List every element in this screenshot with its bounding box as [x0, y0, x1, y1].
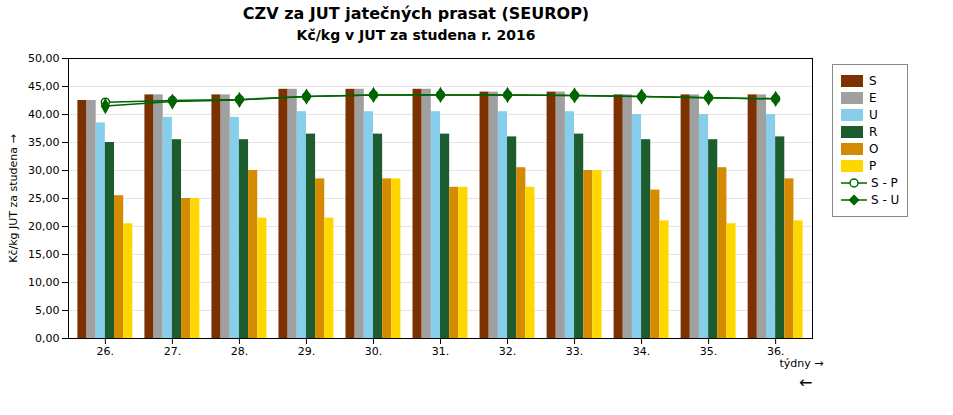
svg-text:10,00: 10,00	[28, 276, 60, 289]
svg-text:30,00: 30,00	[28, 164, 60, 177]
svg-text:32.: 32.	[499, 345, 517, 358]
svg-text:25,00: 25,00	[28, 192, 60, 205]
svg-text:31.: 31.	[432, 345, 450, 358]
svg-text:36.: 36.	[766, 345, 785, 359]
svg-text:←: ←	[799, 373, 812, 392]
html-text:E: E	[869, 91, 877, 105]
svg-text:34.: 34.	[633, 345, 651, 358]
html-text:R: R	[869, 125, 878, 139]
svg-text:týdny →: týdny →	[780, 357, 824, 370]
html-text:Kč/kg v JUT za studena r. 2016: Kč/kg v JUT za studena r. 2016	[296, 27, 536, 43]
svg-text:33.: 33.	[566, 345, 584, 358]
svg-text:30.: 30.	[365, 345, 383, 358]
svg-text:50,00: 50,00	[28, 52, 60, 65]
svg-text:20,00: 20,00	[28, 220, 60, 233]
svg-text:28.: 28.	[231, 345, 249, 358]
svg-text:40,00: 40,00	[28, 108, 60, 121]
svg-text:27.: 27.	[164, 345, 182, 358]
svg-text:26.: 26.	[97, 345, 115, 358]
svg-text:0,00: 0,00	[35, 332, 60, 345]
html-text:P: P	[869, 159, 877, 173]
svg-text:5,00: 5,00	[35, 304, 60, 317]
html-text:S: S	[869, 74, 877, 88]
html-text:S - P: S - P	[871, 176, 898, 190]
svg-text:35.: 35.	[700, 345, 718, 358]
svg-text:29.: 29.	[298, 345, 316, 358]
html-text:U: U	[869, 108, 878, 122]
svg-text:35,00: 35,00	[28, 136, 60, 149]
html-text:O: O	[869, 142, 879, 156]
svg-text:45,00: 45,00	[28, 80, 60, 93]
svg-text:15,00: 15,00	[28, 248, 60, 261]
svg-text:Kč/kg JUT za studena →: Kč/kg JUT za studena →	[7, 134, 20, 263]
html-text:S - U: S - U	[871, 193, 900, 207]
html-text:CZV za JUT jatečných prasat (S: CZV za JUT jatečných prasat (SEUROP)	[242, 4, 590, 23]
